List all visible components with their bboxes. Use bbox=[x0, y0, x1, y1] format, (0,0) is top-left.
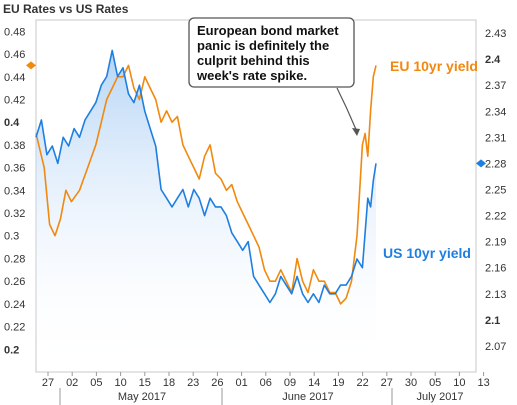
right-tick-label: 2.43 bbox=[485, 28, 506, 40]
us-axis-marker bbox=[476, 159, 486, 168]
left-tick-label: 0.4 bbox=[4, 117, 20, 129]
right-tick-label: 2.31 bbox=[485, 132, 506, 144]
left-tick-label: 0.34 bbox=[4, 185, 25, 197]
callout-line: week's rate spike. bbox=[196, 68, 307, 83]
us-series-label: US 10yr yield bbox=[383, 245, 471, 261]
x-tick-label: 18 bbox=[163, 377, 175, 389]
left-tick-label: 0.42 bbox=[4, 94, 25, 106]
right-tick-label: 2.1 bbox=[485, 315, 500, 327]
left-tick-label: 0.46 bbox=[4, 49, 25, 61]
eu-10yr-yield-line bbox=[35, 64, 377, 305]
month-label: July 2017 bbox=[416, 391, 463, 403]
x-tick-label: 05 bbox=[429, 377, 441, 389]
callout-arrow bbox=[336, 87, 358, 133]
month-label: June 2017 bbox=[282, 391, 333, 403]
x-tick-label: 10 bbox=[453, 377, 465, 389]
eu-series-label: EU 10yr yield bbox=[390, 58, 478, 74]
month-label: May 2017 bbox=[118, 391, 166, 403]
annotation-callout: European bond market panic is definitely … bbox=[188, 17, 360, 136]
left-tick-label: 0.3 bbox=[4, 231, 19, 243]
left-tick-label: 0.48 bbox=[4, 26, 25, 38]
x-tick-label: 01 bbox=[235, 377, 247, 389]
left-tick-label: 0.28 bbox=[4, 253, 25, 265]
eu-axis-marker bbox=[26, 61, 36, 70]
x-tick-label: 13 bbox=[477, 377, 489, 389]
x-tick-label: 14 bbox=[308, 377, 320, 389]
x-tick-label: 15 bbox=[139, 377, 151, 389]
x-tick-label: 09 bbox=[284, 377, 296, 389]
left-tick-label: 0.24 bbox=[4, 299, 25, 311]
callout-line: panic is definitely the bbox=[197, 38, 329, 53]
left-tick-label: 0.26 bbox=[4, 276, 25, 288]
right-tick-label: 2.25 bbox=[485, 184, 506, 196]
right-tick-label: 2.34 bbox=[485, 106, 506, 118]
x-axis: 27 02 05 10 15 18 23 26 01 06 09 14 19 22 27 30 05 10 13 Ma… bbox=[42, 372, 490, 405]
left-tick-label: 0.44 bbox=[4, 72, 25, 84]
x-tick-label: 22 bbox=[356, 377, 368, 389]
callout-line: culprit behind this bbox=[197, 53, 310, 68]
left-tick-label: 0.36 bbox=[4, 163, 25, 175]
left-axis: 0.48 0.46 0.44 0.42 0.4 0.38 0.36 0.34 0.32 0.3 0.… bbox=[4, 26, 25, 356]
callout-line: European bond market bbox=[197, 23, 339, 38]
right-tick-label: 2.37 bbox=[485, 80, 506, 92]
x-tick-label: 10 bbox=[114, 377, 126, 389]
x-tick-label: 02 bbox=[66, 377, 78, 389]
right-tick-label: 2.19 bbox=[485, 237, 506, 249]
left-tick-label: 0.22 bbox=[4, 322, 25, 334]
callout-box bbox=[188, 17, 355, 88]
x-tick-label: 05 bbox=[90, 377, 102, 389]
x-tick-label: 30 bbox=[405, 377, 417, 389]
x-tick-label: 19 bbox=[332, 377, 344, 389]
right-tick-label: 2.16 bbox=[485, 263, 506, 275]
callout-text: European bond market panic is definitely … bbox=[196, 23, 339, 83]
chart-title: EU Rates vs US Rates bbox=[3, 2, 129, 16]
x-tick-label: 27 bbox=[381, 377, 393, 389]
left-tick-label: 0.2 bbox=[4, 344, 19, 356]
callout-arrowhead bbox=[352, 128, 360, 136]
x-tick-label: 26 bbox=[211, 377, 223, 389]
left-tick-label: 0.38 bbox=[4, 140, 25, 152]
right-tick-label: 2.28 bbox=[485, 158, 506, 170]
x-tick-label: 27 bbox=[42, 377, 54, 389]
x-tick-label: 06 bbox=[260, 377, 272, 389]
right-tick-label: 2.22 bbox=[485, 211, 506, 223]
right-axis: 2.43 2.4 2.37 2.34 2.31 2.28 2.25 2.22 2.19 2.16 2… bbox=[485, 28, 506, 353]
us-10yr-yield-line bbox=[35, 49, 377, 304]
right-tick-label: 2.4 bbox=[485, 54, 501, 66]
left-tick-label: 0.32 bbox=[4, 208, 25, 220]
right-tick-label: 2.07 bbox=[485, 341, 506, 353]
right-tick-label: 2.13 bbox=[485, 289, 506, 301]
x-tick-label: 23 bbox=[187, 377, 199, 389]
